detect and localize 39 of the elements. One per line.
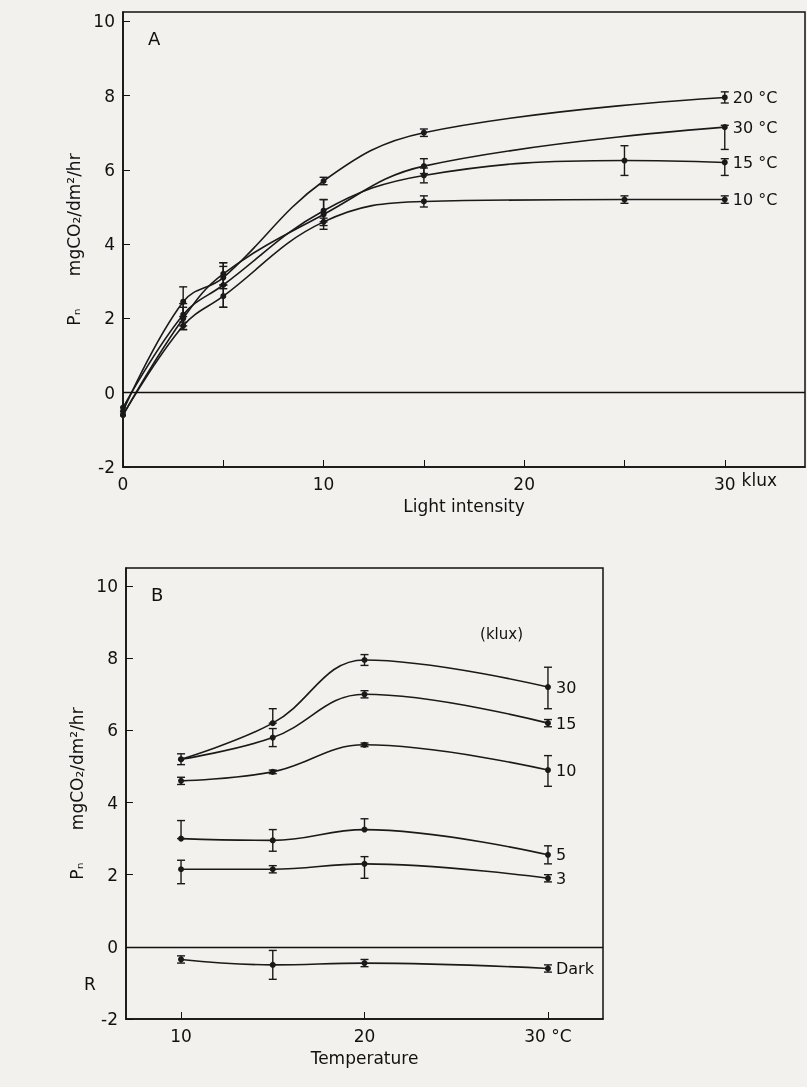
legend-title: (klux) [480,624,524,643]
series-label: 3 [555,868,567,888]
x-tick-label: 10 [312,473,335,494]
y-tick-label: 10 [96,576,118,597]
text: R [84,973,96,994]
series-label: 30 °C [732,117,778,137]
y-tick-label: 8 [104,85,115,106]
text: B [151,583,164,605]
series-label: 15 [555,713,577,733]
x-tick-label: 20 [513,473,535,494]
y-tick-label: 6 [107,720,118,741]
y-tick-label: 8 [107,648,118,669]
series-label: 20 °C [732,87,778,107]
x-tick-label: 30 °C [524,1025,572,1046]
series-label: 10 °C [732,190,778,210]
x-axis-title: Temperature [309,1047,419,1068]
y-tick-label: 6 [104,159,115,180]
y-tick-label: -2 [98,457,115,477]
y-axis-title: Pₙ mgCO₂/dm²/hr [63,153,84,326]
y-axis-title: Pₙ mgCO₂/dm²/hr [66,707,87,880]
text: A [148,27,161,49]
y-tick-label: 0 [104,382,115,403]
y-tick-label: 4 [107,792,118,813]
series-label: 15 °C [732,152,778,172]
y-tick-label: 10 [93,11,115,32]
series-label: 10 [555,760,577,780]
x-tick-label: 20 [353,1025,376,1046]
text: klux [741,469,777,490]
x-tick-label: 10 [170,1025,192,1046]
x-axis-title: Light intensity [403,495,525,516]
y-tick-label: 0 [107,936,118,957]
y-tick-label: 4 [104,234,115,255]
series-label: Dark [555,958,595,978]
y-tick-label: -2 [101,1009,118,1029]
y-tick-label: 2 [104,308,115,329]
y-tick-label: 2 [107,864,118,885]
x-tick-label: 30 [713,473,736,494]
series-label: 5 [555,845,567,865]
series-label: 30 [555,677,577,697]
